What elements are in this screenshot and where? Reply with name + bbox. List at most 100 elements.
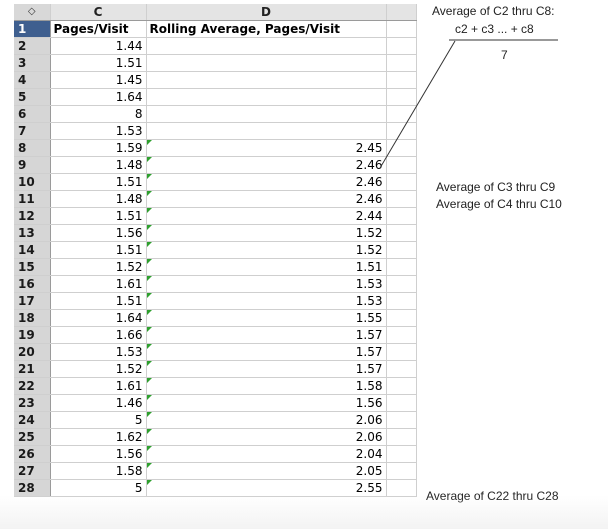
cell-c26[interactable]: 1.56 (50, 445, 147, 463)
cell-d5[interactable] (146, 88, 387, 106)
cell-e11[interactable] (386, 190, 417, 208)
cell-c1[interactable]: Pages/Visit (50, 20, 147, 38)
cell-c6[interactable]: 8 (50, 105, 147, 123)
cell-c22[interactable]: 1.61 (50, 377, 147, 395)
cell-d4[interactable] (146, 71, 387, 89)
cell-e23[interactable] (386, 394, 417, 412)
row-header-15[interactable]: 15 (14, 258, 51, 276)
cell-e14[interactable] (386, 241, 417, 259)
cell-c18[interactable]: 1.64 (50, 309, 147, 327)
cell-e24[interactable] (386, 411, 417, 429)
cell-d15[interactable]: 1.51 (146, 258, 387, 276)
column-header-e[interactable] (386, 4, 417, 21)
cell-d12[interactable]: 2.44 (146, 207, 387, 225)
row-header-6[interactable]: 6 (14, 105, 51, 123)
cell-e4[interactable] (386, 71, 417, 89)
cell-c27[interactable]: 1.58 (50, 462, 147, 480)
cell-d7[interactable] (146, 122, 387, 140)
row-header-27[interactable]: 27 (14, 462, 51, 480)
row-header-24[interactable]: 24 (14, 411, 51, 429)
cell-d14[interactable]: 1.52 (146, 241, 387, 259)
cell-d3[interactable] (146, 54, 387, 72)
row-header-17[interactable]: 17 (14, 292, 51, 310)
row-header-13[interactable]: 13 (14, 224, 51, 242)
cell-d17[interactable]: 1.53 (146, 292, 387, 310)
cell-c8[interactable]: 1.59 (50, 139, 147, 157)
cell-e3[interactable] (386, 54, 417, 72)
cell-c9[interactable]: 1.48 (50, 156, 147, 174)
row-header-3[interactable]: 3 (14, 54, 51, 72)
cell-d16[interactable]: 1.53 (146, 275, 387, 293)
cell-c20[interactable]: 1.53 (50, 343, 147, 361)
cell-e10[interactable] (386, 173, 417, 191)
row-header-23[interactable]: 23 (14, 394, 51, 412)
row-header-18[interactable]: 18 (14, 309, 51, 327)
row-header-8[interactable]: 8 (14, 139, 51, 157)
cell-e1[interactable] (386, 20, 417, 38)
cell-c5[interactable]: 1.64 (50, 88, 147, 106)
cell-e16[interactable] (386, 275, 417, 293)
cell-d18[interactable]: 1.55 (146, 309, 387, 327)
cell-c14[interactable]: 1.51 (50, 241, 147, 259)
row-header-28[interactable]: 28 (14, 479, 51, 497)
cell-e18[interactable] (386, 309, 417, 327)
row-header-11[interactable]: 11 (14, 190, 51, 208)
row-header-14[interactable]: 14 (14, 241, 51, 259)
cell-c11[interactable]: 1.48 (50, 190, 147, 208)
cell-c23[interactable]: 1.46 (50, 394, 147, 412)
cell-d10[interactable]: 2.46 (146, 173, 387, 191)
cell-e12[interactable] (386, 207, 417, 225)
cell-c2[interactable]: 1.44 (50, 37, 147, 55)
cell-e17[interactable] (386, 292, 417, 310)
cell-e21[interactable] (386, 360, 417, 378)
cell-c21[interactable]: 1.52 (50, 360, 147, 378)
cell-d23[interactable]: 1.56 (146, 394, 387, 412)
row-header-4[interactable]: 4 (14, 71, 51, 89)
cell-d8[interactable]: 2.45 (146, 139, 387, 157)
row-header-21[interactable]: 21 (14, 360, 51, 378)
cell-c16[interactable]: 1.61 (50, 275, 147, 293)
row-header-10[interactable]: 10 (14, 173, 51, 191)
cell-d9[interactable]: 2.46 (146, 156, 387, 174)
cell-d27[interactable]: 2.05 (146, 462, 387, 480)
row-header-19[interactable]: 19 (14, 326, 51, 344)
cell-d24[interactable]: 2.06 (146, 411, 387, 429)
cell-d19[interactable]: 1.57 (146, 326, 387, 344)
cell-c4[interactable]: 1.45 (50, 71, 147, 89)
cell-c3[interactable]: 1.51 (50, 54, 147, 72)
cell-c25[interactable]: 1.62 (50, 428, 147, 446)
cell-d21[interactable]: 1.57 (146, 360, 387, 378)
cell-d13[interactable]: 1.52 (146, 224, 387, 242)
cell-d2[interactable] (146, 37, 387, 55)
cell-c19[interactable]: 1.66 (50, 326, 147, 344)
cell-d11[interactable]: 2.46 (146, 190, 387, 208)
row-header-16[interactable]: 16 (14, 275, 51, 293)
cell-d22[interactable]: 1.58 (146, 377, 387, 395)
cell-d20[interactable]: 1.57 (146, 343, 387, 361)
row-header-9[interactable]: 9 (14, 156, 51, 174)
cell-e22[interactable] (386, 377, 417, 395)
cell-d6[interactable] (146, 105, 387, 123)
row-header-26[interactable]: 26 (14, 445, 51, 463)
row-header-22[interactable]: 22 (14, 377, 51, 395)
select-all-corner[interactable]: ◇ (14, 4, 51, 21)
cell-d26[interactable]: 2.04 (146, 445, 387, 463)
cell-e25[interactable] (386, 428, 417, 446)
row-header-2[interactable]: 2 (14, 37, 51, 55)
cell-e5[interactable] (386, 88, 417, 106)
cell-c17[interactable]: 1.51 (50, 292, 147, 310)
cell-c7[interactable]: 1.53 (50, 122, 147, 140)
cell-e20[interactable] (386, 343, 417, 361)
cell-c15[interactable]: 1.52 (50, 258, 147, 276)
cell-e26[interactable] (386, 445, 417, 463)
column-header-c[interactable]: C (50, 4, 147, 21)
cell-e15[interactable] (386, 258, 417, 276)
cell-c13[interactable]: 1.56 (50, 224, 147, 242)
cell-e8[interactable] (386, 139, 417, 157)
cell-d1[interactable]: Rolling Average, Pages/Visit (146, 20, 387, 38)
cell-c10[interactable]: 1.51 (50, 173, 147, 191)
column-header-d[interactable]: D (146, 4, 387, 21)
cell-e19[interactable] (386, 326, 417, 344)
cell-e9[interactable] (386, 156, 417, 174)
cell-e2[interactable] (386, 37, 417, 55)
